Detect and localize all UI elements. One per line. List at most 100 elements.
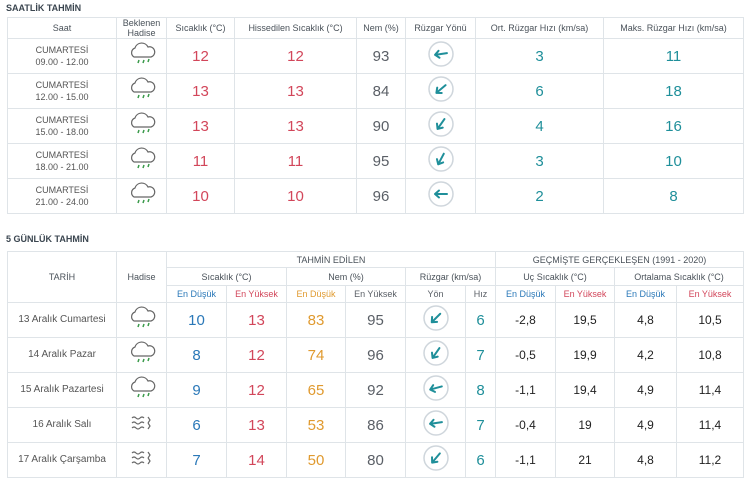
icon-part [136,128,150,134]
icon-part [136,93,150,99]
icon-part [136,392,150,398]
time-cell: CUMARTESİ 18.00 - 21.00 [7,143,117,179]
date: 17 Aralık Çarşamba [7,442,117,478]
sub-header: En Yüksek [226,285,287,303]
weather-icon [116,108,167,144]
icon-part [435,118,445,130]
column-header: Nem (%) [356,17,406,39]
max-humidity: 96 [345,337,406,373]
icon-part [435,152,445,166]
min-temperature: 7 [166,442,227,478]
day: CUMARTESİ [35,185,89,195]
column-header: Sıcaklık (°C) [166,17,235,39]
max-temperature: 14 [226,442,287,478]
sub-header: Hız [465,285,496,303]
avg-min: 4,9 [614,372,677,408]
max-humidity: 86 [345,407,406,443]
icon-part [430,347,440,359]
max-humidity: 80 [345,442,406,478]
forecast-row: CUMARTESİ 21.00 - 24.00 10 10 96 2 8 [7,178,744,214]
max-temperature: 12 [226,372,287,408]
ext-max: 19,4 [555,372,615,408]
icon-part [130,42,155,64]
section-title: 5 GÜNLÜK TAHMİN [6,234,89,244]
icon-part [136,58,150,64]
wind-direction [405,143,476,179]
max-temperature: 13 [226,302,287,338]
icon-part [131,416,151,430]
icon-part [136,322,150,328]
icon-part [136,357,150,363]
avg-max: 11,2 [676,442,744,478]
group-header: Sıcaklık (°C) [166,267,287,286]
min-temperature: 9 [166,372,227,408]
temperature: 13 [166,108,235,144]
avg-max: 11,4 [676,372,744,408]
max-humidity: 92 [345,372,406,408]
day: CUMARTESİ [35,80,89,90]
forecast-row: 16 Aralık Salı 6 13 53 86 7 -0,4 19 4,9 11,4 [7,407,744,443]
day: CUMARTESİ [35,45,89,55]
sub-header: En Yüksek [555,285,615,303]
wind-speed: 6 [465,302,496,338]
humidity: 96 [356,178,406,214]
weather-icon [116,143,167,179]
hourly-table: Saat Beklenen Hadise Sıcaklık (°C) Hissedil… [7,17,744,214]
weather-icon [116,407,167,443]
icon-part [434,84,447,94]
avg-min: 4,8 [614,302,677,338]
wind-speed: 7 [465,407,496,443]
icon-part [427,146,454,172]
icon-part [433,189,448,199]
min-humidity: 50 [286,442,346,478]
icon-part [136,163,150,169]
date: 15 Aralık Pazartesi [7,372,117,408]
icon-part [130,112,155,134]
icon-part [130,341,155,357]
column-header: Hissedilen Sıcaklık (°C) [234,17,357,39]
wind-direction [405,302,466,338]
icon-part [130,306,155,322]
group-header: GEÇMİŞTE GERÇEKLEŞEN (1991 - 2020) [495,251,744,268]
icon-part [427,76,454,102]
icon-part [427,41,454,67]
ext-max: 19 [555,407,615,443]
time-range: 12.00 - 15.00 [35,92,89,102]
sub-header: Yön [405,285,466,303]
weather-icon [116,372,167,408]
wind-direction [405,178,476,214]
icon-part [428,418,443,428]
group-header: Nem (%) [286,267,406,286]
wind-direction [405,407,466,443]
max-wind-speed: 16 [603,108,744,144]
max-wind-speed: 11 [603,38,744,74]
group-header: TAHMİN EDİLEN [166,251,496,268]
min-humidity: 53 [286,407,346,443]
column-header: Saat [7,17,117,39]
icon-part [130,341,155,363]
ext-max: 21 [555,442,615,478]
icon-part [430,347,440,359]
icon-part [422,375,449,401]
icon-part [422,340,449,366]
icon-part [131,451,144,455]
avg-min: 4,8 [614,442,677,478]
avg-min: 4,2 [614,337,677,373]
icon-part [130,147,155,169]
icon-part [131,416,151,430]
avg-wind-speed: 3 [475,143,604,179]
day: CUMARTESİ [35,150,89,160]
icon-part [433,49,448,59]
icon-part [131,451,151,465]
wind-speed: 7 [465,337,496,373]
sub-header: En Düşük [166,285,227,303]
icon-part [428,384,443,393]
icon-part [428,418,443,428]
wind-direction [405,38,476,74]
ext-min: -1,1 [495,372,556,408]
max-wind-speed: 18 [603,73,744,109]
icon-part [427,111,454,137]
day: CUMARTESİ [35,115,89,125]
header-row: TARİH Hadise TAHMİN EDİLEN GEÇMİŞTE GERÇEKL… [7,251,744,303]
header-row: En Düşük En Yüksek En Düşük En Yüksek Yön Hız… [8,285,744,303]
